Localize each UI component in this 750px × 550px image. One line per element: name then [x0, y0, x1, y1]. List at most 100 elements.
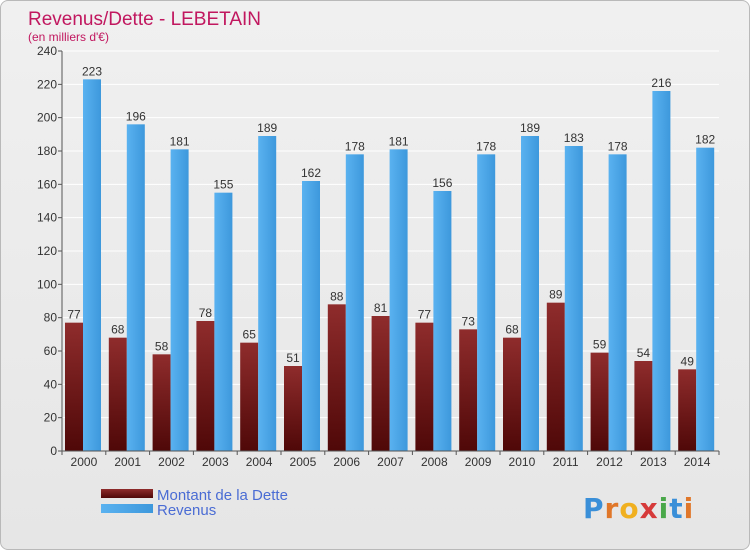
y-tick-label: 180 [37, 144, 57, 158]
data-label-revenus: 178 [476, 139, 496, 153]
bar-dette [327, 304, 346, 451]
y-tick-label: 120 [37, 244, 57, 258]
bar-revenus [83, 79, 101, 451]
x-tick-label: 2006 [333, 455, 360, 469]
bars [65, 79, 715, 452]
bar-dette [108, 337, 127, 451]
y-axis: 0 20 40 60 80 100 120 140 160 180 200 220 240 [37, 44, 63, 458]
data-label-dette: 81 [374, 301, 388, 315]
data-label-dette: 51 [286, 351, 300, 365]
x-tick-label: 2014 [684, 455, 711, 469]
x-tick-label: 2011 [553, 455, 579, 469]
bar-revenus [696, 147, 715, 451]
data-label-dette: 78 [199, 306, 213, 320]
x-tick-label: 2012 [596, 455, 623, 469]
data-label-revenus: 182 [695, 133, 715, 147]
proxiti-logo: Proxiti [583, 492, 694, 525]
data-label-revenus: 223 [82, 64, 102, 78]
data-label-dette: 89 [549, 288, 563, 302]
bar-revenus [302, 181, 320, 451]
bar-dette [240, 342, 259, 451]
data-label-revenus: 189 [257, 121, 277, 135]
x-tick-label: 2009 [465, 455, 492, 469]
data-label-dette: 65 [243, 328, 257, 342]
bar-revenus [170, 149, 189, 452]
data-label-revenus: 181 [170, 134, 190, 148]
y-tick-label: 0 [50, 444, 57, 458]
y-tick-label: 20 [44, 411, 58, 425]
chart-title: Revenus/Dette - LEBETAIN [28, 9, 261, 30]
x-tick-label: 2001 [114, 455, 141, 469]
bar-revenus [126, 124, 145, 451]
x-axis: 2000 2001 2002 2003 2004 2005 2006 2007 2008 2009… [61, 450, 720, 469]
y-tick-label: 220 [37, 77, 57, 91]
x-tick-label: 2003 [202, 455, 229, 469]
bar-revenus [652, 91, 671, 451]
bar-revenus [258, 136, 277, 451]
bar-revenus [433, 191, 452, 451]
data-label-revenus: 216 [651, 76, 671, 90]
data-label-revenus: 178 [608, 139, 628, 153]
data-label-dette: 59 [593, 338, 607, 352]
y-tick-label: 200 [37, 111, 57, 125]
bar-dette [590, 352, 609, 451]
data-label-revenus: 162 [301, 166, 321, 180]
bar-revenus [521, 136, 539, 451]
data-labels: 77 223 68 196 58 181 78 155 65 189 51 162 88 178 81 181… [67, 64, 715, 368]
data-label-dette: 54 [637, 346, 651, 360]
y-tick-label: 240 [37, 44, 57, 58]
bar-dette [546, 302, 565, 451]
legend-swatch-revenus [101, 504, 153, 513]
bar-revenus [564, 146, 583, 451]
bar-dette [371, 316, 390, 451]
bar-dette [459, 329, 478, 451]
data-label-dette: 58 [155, 339, 169, 353]
x-tick-label: 2005 [290, 455, 317, 469]
x-tick-label: 2000 [71, 455, 98, 469]
data-label-revenus: 189 [520, 121, 540, 135]
bar-revenus [345, 154, 364, 452]
bar-revenus [389, 149, 408, 452]
data-label-dette: 73 [462, 314, 476, 328]
data-label-dette: 88 [330, 289, 344, 303]
x-tick-label: 2007 [377, 455, 404, 469]
x-tick-label: 2002 [158, 455, 185, 469]
bar-revenus [477, 154, 496, 452]
bar-dette [415, 322, 434, 451]
data-label-dette: 68 [111, 323, 125, 337]
y-tick-label: 60 [44, 344, 58, 358]
data-label-revenus: 196 [126, 109, 146, 123]
y-tick-label: 100 [37, 277, 57, 291]
legend-label-revenus: Revenus [157, 502, 216, 519]
bar-dette [65, 322, 83, 451]
y-tick-label: 160 [37, 177, 57, 191]
legend-label-dette: Montant de la Dette [157, 487, 288, 504]
bar-dette [196, 321, 215, 451]
bar-dette [678, 369, 697, 451]
chart-subtitle: (en milliers d'€) [28, 30, 109, 44]
bar-dette [152, 354, 171, 451]
bar-revenus [608, 154, 627, 452]
data-label-dette: 77 [67, 308, 81, 322]
data-label-revenus: 156 [432, 176, 452, 190]
data-label-dette: 77 [418, 308, 432, 322]
bar-dette [634, 361, 653, 451]
data-label-revenus: 181 [389, 134, 409, 148]
svg-text:Proxiti: Proxiti [583, 492, 694, 525]
bar-revenus [214, 192, 233, 451]
x-tick-label: 2010 [509, 455, 536, 469]
x-tick-label: 2004 [246, 455, 273, 469]
bar-dette [284, 366, 302, 451]
y-tick-label: 40 [44, 377, 58, 391]
x-tick-label: 2008 [421, 455, 448, 469]
data-label-revenus: 178 [345, 139, 365, 153]
x-tick-label: 2013 [640, 455, 667, 469]
bar-dette [503, 337, 521, 451]
data-label-dette: 49 [681, 354, 695, 368]
legend-swatch-dette [101, 489, 153, 498]
data-label-revenus: 183 [564, 131, 584, 145]
y-tick-label: 140 [37, 211, 57, 225]
y-tick-label: 80 [44, 311, 58, 325]
data-label-dette: 68 [505, 323, 519, 337]
